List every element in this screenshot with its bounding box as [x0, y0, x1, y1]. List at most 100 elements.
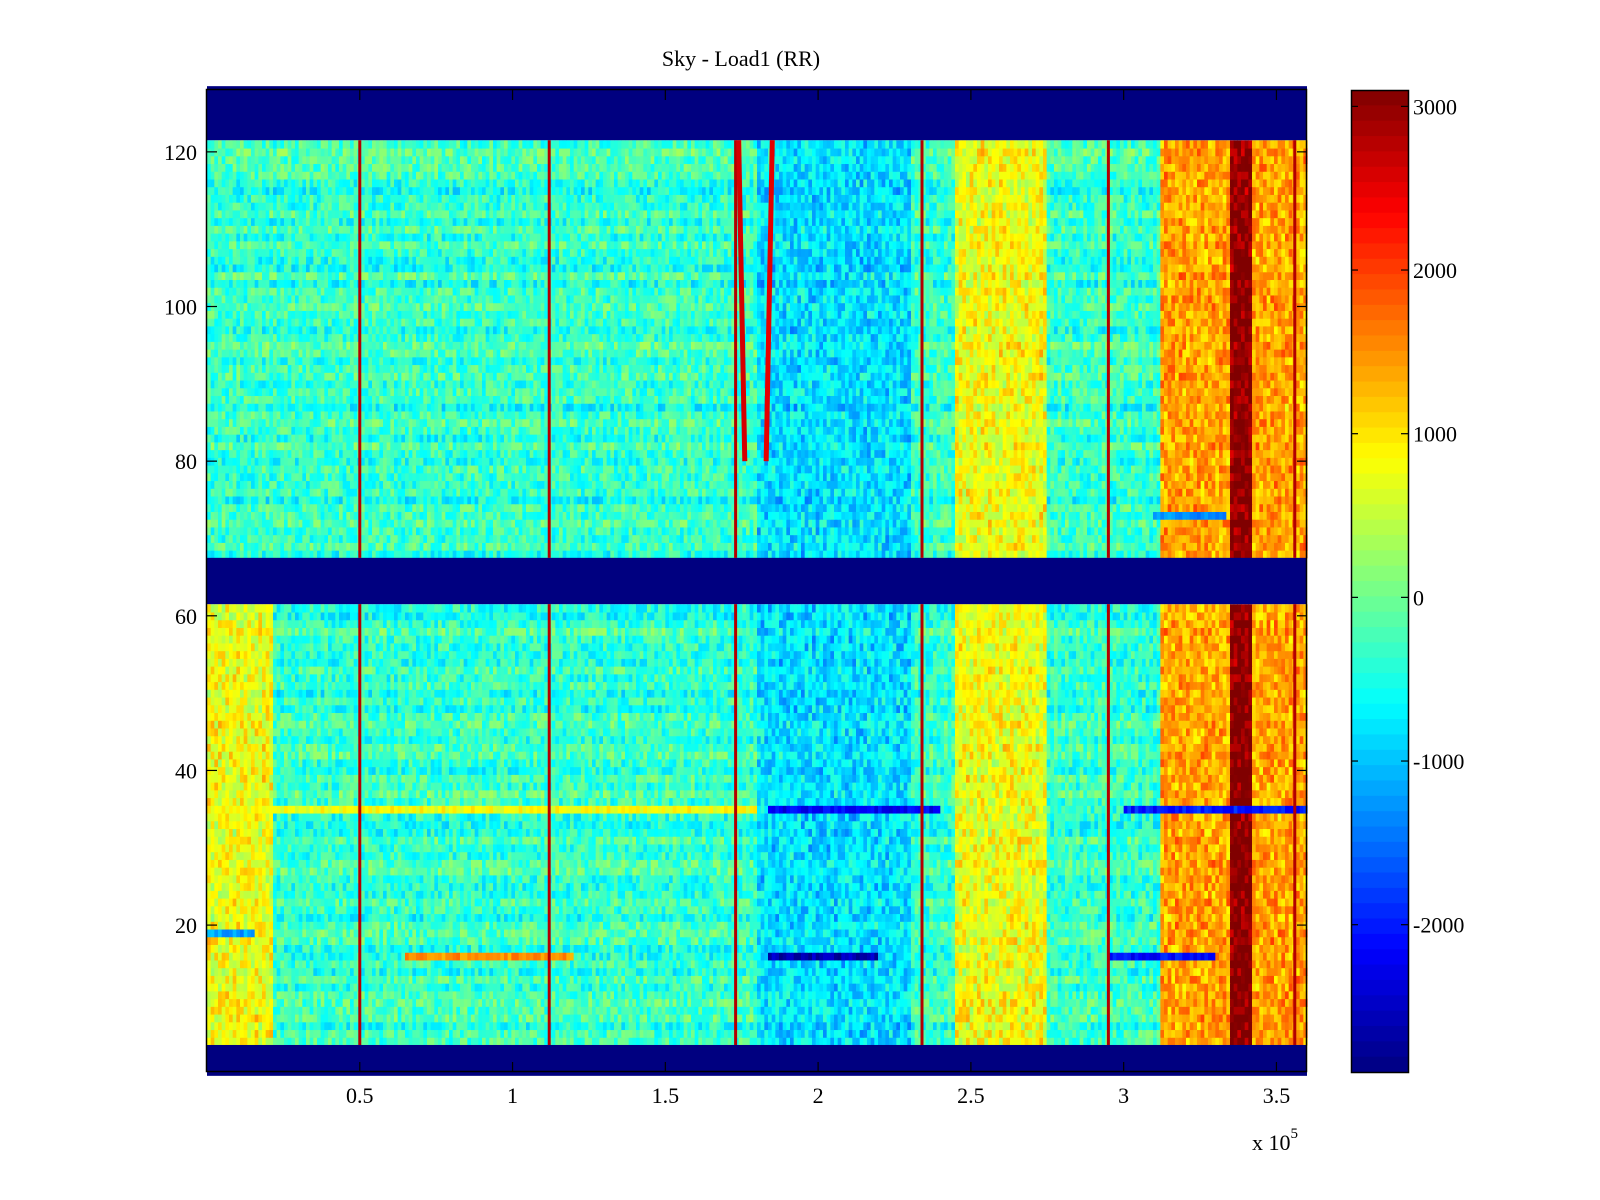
heatmap-cell — [794, 1014, 798, 1022]
heatmap-cell — [1047, 1022, 1051, 1030]
heatmap-cell — [277, 1014, 281, 1022]
heatmap-cell — [1157, 1037, 1161, 1045]
heatmap-cell — [1296, 1022, 1300, 1030]
heatmap-cell — [911, 1022, 915, 1030]
heatmap-cell — [218, 1037, 222, 1045]
heatmap-cell — [1182, 1037, 1186, 1045]
heatmap-cell — [662, 1030, 666, 1038]
heatmap-cell — [335, 1006, 339, 1014]
heatmap-cell — [1274, 1037, 1278, 1045]
heatmap-cell — [801, 1006, 805, 1014]
heatmap-cell — [728, 1030, 732, 1038]
heatmap-cell — [1175, 1030, 1179, 1038]
heatmap-cell — [423, 1006, 427, 1014]
heatmap-cell — [398, 1030, 402, 1038]
heatmap-cell — [1267, 1014, 1271, 1022]
heatmap-cell — [453, 1037, 457, 1045]
heatmap-cell — [324, 1037, 328, 1045]
heatmap-cell — [1237, 1037, 1241, 1045]
heatmap-cell — [1054, 1006, 1058, 1014]
heatmap-cell — [610, 1014, 614, 1022]
heatmap-cell — [871, 1030, 875, 1038]
heatmap-cell — [625, 1014, 629, 1022]
heatmap-cell — [948, 1022, 952, 1030]
heatmap-cell — [541, 1014, 545, 1022]
heatmap-cell — [926, 1022, 930, 1030]
heatmap-cell — [845, 1006, 849, 1014]
heatmap-cell — [511, 1037, 515, 1045]
heatmap-cell — [1270, 1014, 1274, 1022]
heatmap-cell — [1135, 1014, 1139, 1022]
heatmap-cell — [390, 1030, 394, 1038]
heatmap-cell — [1080, 1030, 1084, 1038]
heatmap-cell — [1300, 1022, 1304, 1030]
heatmap-cell — [720, 1022, 724, 1030]
heatmap-cell — [695, 1022, 699, 1030]
heatmap-cell — [284, 1030, 288, 1038]
heatmap-cell — [1164, 1022, 1168, 1030]
heatmap-cell — [222, 1030, 226, 1038]
heatmap-cell — [669, 1014, 673, 1022]
heatmap-cell — [713, 1022, 717, 1030]
heatmap-cell — [970, 1030, 974, 1038]
heatmap-cell — [992, 1030, 996, 1038]
heatmap-cell — [768, 1006, 772, 1014]
heatmap-cell — [1267, 1022, 1271, 1030]
heatmap-cell — [482, 1014, 486, 1022]
heatmap-cell — [651, 1014, 655, 1022]
heatmap-cell — [493, 1030, 497, 1038]
heatmap-cell — [1116, 1030, 1120, 1038]
heatmap-cell — [478, 1022, 482, 1030]
heatmap-cell — [1069, 1030, 1073, 1038]
heatmap-cell — [1204, 1014, 1208, 1022]
heatmap-cell — [1080, 1006, 1084, 1014]
heatmap-cell — [643, 1037, 647, 1045]
heatmap-cell — [632, 1030, 636, 1038]
heatmap-cell — [742, 1014, 746, 1022]
heatmap-cell — [313, 1014, 317, 1022]
heatmap-cell — [1127, 1014, 1131, 1022]
heatmap-cell — [643, 1006, 647, 1014]
heatmap-cell — [497, 1037, 501, 1045]
heatmap-cell — [779, 1006, 783, 1014]
heatmap-cell — [574, 1022, 578, 1030]
heatmap-cell — [1076, 1022, 1080, 1030]
heatmap-cell — [1094, 1014, 1098, 1022]
heatmap-cell — [390, 1006, 394, 1014]
heatmap-cell — [772, 1037, 776, 1045]
heatmap-cell — [233, 1037, 237, 1045]
heatmap-cell — [1124, 1014, 1128, 1022]
heatmap-cell — [1256, 1022, 1260, 1030]
heatmap-cell — [1245, 1014, 1249, 1022]
heatmap-cell — [350, 1037, 354, 1045]
heatmap-cell — [790, 1022, 794, 1030]
heatmap-cell — [896, 1030, 900, 1038]
heatmap-cell — [940, 1006, 944, 1014]
heatmap-cell — [1010, 1030, 1014, 1038]
heatmap-cell — [497, 1022, 501, 1030]
heatmap-cell — [1278, 1030, 1282, 1038]
heatmap-cell — [1186, 1030, 1190, 1038]
heatmap-cell — [973, 1014, 977, 1022]
heatmap-cell — [948, 1037, 952, 1045]
heatmap-cell — [900, 1030, 904, 1038]
heatmap-cell — [387, 1037, 391, 1045]
heatmap-cell — [310, 1037, 314, 1045]
heatmap-cell — [999, 1030, 1003, 1038]
heatmap-cell — [904, 1022, 908, 1030]
heatmap-cell — [1083, 1037, 1087, 1045]
heatmap-cell — [709, 1030, 713, 1038]
heatmap-cell — [783, 1037, 787, 1045]
heatmap-cell — [475, 1006, 479, 1014]
heatmap-cell — [654, 1006, 658, 1014]
heatmap-cell — [632, 1014, 636, 1022]
heatmap-cell — [1215, 1014, 1219, 1022]
heatmap-cell — [530, 1014, 534, 1022]
heatmap-cell — [915, 1022, 919, 1030]
heatmap-cell — [1028, 1037, 1032, 1045]
heatmap-cell — [284, 1037, 288, 1045]
heatmap-cell — [482, 1006, 486, 1014]
heatmap-cell — [229, 1014, 233, 1022]
heatmap-cell — [856, 1037, 860, 1045]
heatmap-cell — [1197, 1030, 1201, 1038]
